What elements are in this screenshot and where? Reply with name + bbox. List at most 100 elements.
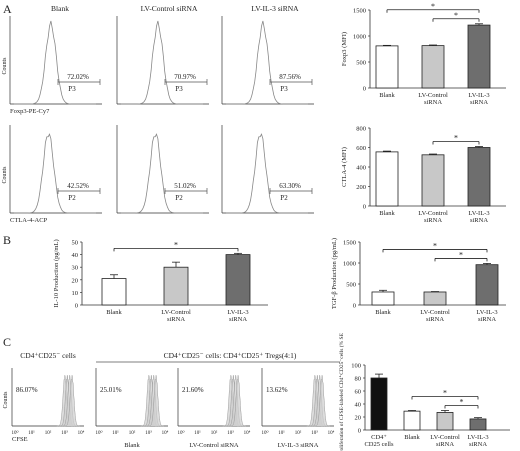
chart-5-bar-1 xyxy=(370,377,388,431)
chart-2-ytick-label-5: 800 xyxy=(356,126,366,133)
chart-1-ytick-label-2: 500 xyxy=(356,60,366,67)
chart-1-ytick-label-1: 0 xyxy=(363,86,366,93)
flow-a-row2-histogram-3 xyxy=(226,133,308,214)
flow-c-sublabel-2: Blank xyxy=(124,442,140,449)
flow-panel-c: 86.07% 10⁰ 10¹ 10² 10³ 10⁴ 25.01% 10⁰ 10¹ 10² 10³ 1… xyxy=(3,368,335,449)
flow-c-tick-2-2: 10¹ xyxy=(112,430,119,436)
chart-3-category-label-3-line2: siRNA xyxy=(229,316,247,323)
bar-chart-2: 0 200 400 600 800 CTLA-4 (MFI) Blank LV-Control… xyxy=(341,126,506,224)
chart-1-bar-2 xyxy=(421,45,445,89)
panel-label-b: B xyxy=(3,233,11,247)
chart-5-ytick-label-5: 80 xyxy=(355,376,362,383)
flow-c-tick-3-5: 10⁴ xyxy=(244,430,251,436)
chart-3-category-label-3: LV-IL-3 xyxy=(227,309,248,316)
chart-3-ytick-label-2: 10 xyxy=(72,290,79,297)
flow-c-percent-2: 25.01% xyxy=(100,386,122,394)
chart-4-category-label-1: Blank xyxy=(375,309,391,316)
chart-4-bar-1 xyxy=(371,291,395,306)
chart-5-ylabel: Cl Proliferation of CFSE-labeled CD4⁺CD2… xyxy=(338,332,345,451)
chart-5-ytick-label-4: 60 xyxy=(355,389,362,396)
chart-3-ytick-label-1: 0 xyxy=(75,303,78,310)
flow-a-row2-xlabel: CTLA-4-ACP xyxy=(10,217,48,224)
chart-5-bar-3 xyxy=(436,412,454,431)
flow-c-tick-2-3: 10² xyxy=(129,430,136,436)
flow-a-row1-gate-label-2: P3 xyxy=(175,85,183,93)
flow-c-percent-1: 86.07% xyxy=(16,386,38,394)
flow-a-row2-histogram-2 xyxy=(121,133,203,214)
bar-chart-4: 0 500 1000 1500 TGF-β Production (pg/mL) Blan… xyxy=(331,238,506,323)
chart-4-sig-label-2: * xyxy=(459,250,463,259)
flow-a-row1-histogram-1 xyxy=(14,20,96,105)
chart-5-ytick-label-2: 20 xyxy=(355,415,362,422)
chart-5-bar-2 xyxy=(403,410,421,431)
chart-1-ylabel: Foxp3 (MFI) xyxy=(341,32,348,66)
chart-4-ytick-label-2: 500 xyxy=(346,282,356,289)
chart-2-ytick-label-2: 200 xyxy=(356,184,366,191)
flow-c-tick-4-5: 10⁴ xyxy=(328,430,335,436)
chart-5-sig-label-1: * xyxy=(443,389,447,398)
flow-c-group1-title: CD4⁺CD25⁻ cells xyxy=(20,351,76,360)
chart-2-category-label-3: LV-IL-3 xyxy=(468,210,489,217)
flow-a-row2-percent-1: 42.52% xyxy=(67,182,89,190)
chart-5-ytick-label-6: 100 xyxy=(351,363,361,370)
chart-4-ytick-label-4: 1500 xyxy=(343,240,356,247)
bar-chart-5: 0 20 40 60 80 100 Cl Proliferation of CFSE-lab… xyxy=(338,332,510,451)
chart-3-category-label-2-line2: siRNA xyxy=(167,316,185,323)
chart-1-category-label-3: LV-IL-3 xyxy=(468,92,489,99)
flow-c-tick-2-4: 10³ xyxy=(145,430,152,436)
flow-a-row1-percent-3: 87.56% xyxy=(279,73,301,81)
flow-a-row1-histogram-2 xyxy=(121,20,203,105)
chart-5-category-label-2: Blank xyxy=(404,434,420,441)
flow-c-tick-4-2: 10¹ xyxy=(278,430,285,436)
chart-2-ytick-label-4: 600 xyxy=(356,145,366,152)
flow-c-histogram-2-4 xyxy=(148,374,164,427)
chart-2-bar-1 xyxy=(375,151,399,207)
chart-5-category-label-1: CD4⁺ xyxy=(371,434,387,441)
panel-label-a: A xyxy=(3,2,12,16)
chart-1-bar-3 xyxy=(467,24,491,89)
flow-c-tick-1-2: 10¹ xyxy=(28,430,35,436)
chart-3-ytick-label-5: 40 xyxy=(72,252,79,259)
flow-a-row2-histogram-1 xyxy=(14,133,96,214)
panel-label-c: C xyxy=(3,335,11,349)
chart-1-category-label-2: LV-Control xyxy=(418,92,448,99)
chart-5-ytick-label-1: 0 xyxy=(358,428,361,435)
flow-c-tick-1-1: 10⁰ xyxy=(11,430,18,436)
chart-2-ytick-label-3: 400 xyxy=(356,165,366,172)
flow-c-tick-1-3: 10² xyxy=(45,430,52,436)
flow-c-ylabel: Counts xyxy=(3,391,9,409)
chart-3-sig-label-1: * xyxy=(174,240,178,249)
chart-4-category-label-3: LV-IL-3 xyxy=(476,309,497,316)
chart-5-sig-label-2: * xyxy=(460,398,464,407)
flow-a-row1-percent-1: 72.02% xyxy=(67,73,89,81)
chart-3-ytick-label-4: 30 xyxy=(72,265,79,272)
flow-a-row2-percent-3: 63.30% xyxy=(279,182,301,190)
chart-4-category-label-2: LV-Control xyxy=(420,309,450,316)
flow-c-histogram-4-4 xyxy=(314,374,330,427)
chart-2-category-label-3-line2: siRNA xyxy=(470,217,488,224)
flow-a-row2-gate-label-1: P2 xyxy=(68,194,76,202)
flow-a-row2-gate-label-2: P2 xyxy=(175,194,183,202)
chart-4-bar-2 xyxy=(423,291,447,306)
flow-a-row2-ylabel: Counts xyxy=(2,166,8,184)
flow-c-tick-1-4: 10³ xyxy=(61,430,68,436)
flow-c-histogram-3-4 xyxy=(230,374,246,427)
chart-2-bar-2 xyxy=(421,154,445,207)
chart-4-category-label-3-line2: siRNA xyxy=(478,316,496,323)
chart-3-bar-1 xyxy=(101,278,127,306)
flow-c-sublabel-3: LV-Control siRNA xyxy=(189,442,238,449)
chart-2-ytick-label-1: 0 xyxy=(363,204,366,211)
flow-c-tick-3-4: 10³ xyxy=(227,430,234,436)
chart-1-sig-label-2: * xyxy=(454,11,458,20)
flow-a-row1-gate-label-3: P3 xyxy=(280,85,288,93)
chart-1-category-label-2-line2: siRNA xyxy=(424,99,442,106)
chart-2-category-label-2: LV-Control xyxy=(418,210,448,217)
chart-4-ytick-label-1: 0 xyxy=(353,303,356,310)
chart-3-bar-2 xyxy=(163,266,189,306)
chart-4-sig-label-1: * xyxy=(433,241,437,250)
flow-c-percent-3: 21.60% xyxy=(182,386,204,394)
chart-5-category-label-3: LV-Control xyxy=(430,434,460,441)
flow-a-row1-gate-label-1: P3 xyxy=(68,85,76,93)
